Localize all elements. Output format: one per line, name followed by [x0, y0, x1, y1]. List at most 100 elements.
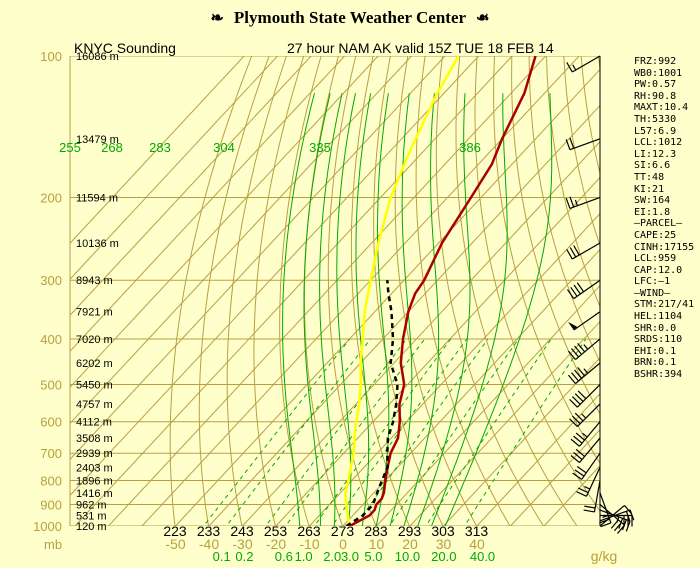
wind-barb-feather [571, 415, 581, 425]
temperature-tick-label: 10 [369, 536, 385, 552]
banner: ❧ Plymouth State Weather Center ❧ [0, 8, 700, 36]
stat-line: RH:90.8 [634, 90, 677, 102]
wind-barb [570, 437, 601, 464]
temperature-tick-label: -50 [165, 536, 185, 552]
mixing-ratio-line [388, 338, 520, 526]
moist-adiabat-line [303, 93, 331, 526]
wind-barb-staff [571, 242, 601, 260]
moist-adiabat-line [336, 93, 356, 526]
wind-barb-staff [578, 437, 601, 463]
height-label: 4757 m [76, 399, 113, 411]
dry-adiabat-line [198, 56, 270, 526]
theta-tick-label: 233 [197, 523, 221, 539]
stat-line: CAPE:25 [634, 229, 677, 241]
wind-barb-feather [577, 343, 586, 353]
mixing-ratio-tick-label: 2.0 [323, 549, 341, 564]
isotherm-line [108, 56, 546, 526]
mixing-ratio-line [463, 338, 587, 526]
pressure-tick-label: 100 [40, 49, 62, 64]
isotherm-line [141, 56, 580, 526]
wind-barb-half-feather [584, 485, 591, 490]
wind-barb-feather [576, 466, 587, 474]
theta-e-label: 268 [101, 140, 123, 155]
mixing-ratio-line [225, 338, 371, 526]
stat-line: TH:5330 [634, 113, 677, 125]
theta-tick-label: 263 [297, 523, 321, 539]
pressure-tick-label: 900 [40, 497, 62, 512]
dry-adiabat-line [415, 56, 511, 526]
moist-adiabat-line [319, 93, 343, 526]
wind-barb-staff [599, 509, 631, 522]
temperature-tick-label: 40 [469, 536, 485, 552]
height-label: 1896 m [76, 475, 113, 487]
height-label: 3508 m [76, 433, 113, 445]
wind-barb-staff [576, 403, 601, 428]
temperature-profile-line [349, 56, 537, 526]
wind-barb-feather [616, 524, 625, 534]
mixing-ratio-line [203, 338, 351, 526]
mixing-ratio-tick-label: 0.2 [235, 549, 253, 564]
stat-line: WB0:1001 [634, 67, 683, 79]
theta-tick-label: 253 [264, 523, 288, 539]
height-label: 10136 m [76, 238, 119, 250]
wind-barb-feather [574, 369, 583, 379]
theta-tick-label: 223 [163, 523, 187, 539]
stat-line: LCL:1012 [634, 137, 683, 149]
wind-barb-feather [583, 509, 595, 513]
wind-barb-half-feather [602, 514, 609, 518]
stat-line: L57:6.9 [634, 125, 677, 137]
stat-line: –PARCEL– [634, 218, 683, 230]
parcel-profile-line [344, 56, 460, 526]
wind-barb [565, 196, 601, 209]
mixing-ratio-line [331, 338, 468, 526]
pressure-tick-label: 700 [40, 446, 62, 461]
wind-barb-staff [576, 384, 601, 408]
wind-barb-feather [569, 137, 575, 149]
theta-tick-label: 283 [364, 523, 388, 539]
wind-barb-half-feather [572, 64, 577, 71]
stat-line: KI:21 [634, 183, 665, 195]
isotherm-line [175, 68, 600, 526]
valid-label: 27 hour NAM AK valid 15Z TUE 18 FEB 14 [287, 40, 554, 56]
stat-line: SRDS:110 [634, 334, 683, 346]
plot-frame [69, 56, 601, 526]
temperature-tick-label: 20 [402, 536, 418, 552]
profile-lines [344, 56, 537, 526]
height-label: 11594 m [76, 192, 118, 204]
stat-line: –WIND– [634, 287, 671, 299]
wind-barb-feather [577, 390, 587, 400]
stat-line: SW:164 [634, 195, 671, 207]
isotherm-line [510, 429, 600, 526]
wind-barb-feather [577, 487, 589, 494]
theta-e-label: 304 [213, 140, 235, 155]
height-label: 1416 m [76, 488, 113, 500]
temperature-tick-label: 30 [436, 536, 452, 552]
mixing-ratio-unit-label: g/kg [591, 548, 617, 564]
wind-barb-half-feather [581, 413, 587, 419]
wind-barb-feather [575, 448, 585, 457]
height-label: 6202 m [76, 358, 113, 370]
stat-line: LFC:–1 [634, 276, 671, 288]
dry-adiabat-line [435, 56, 545, 526]
stat-line: EI:1.8 [634, 206, 671, 218]
mixing-ratio-tick-label: 20.0 [431, 549, 456, 564]
mixing-ratio-line [313, 338, 452, 526]
wind-barb [576, 467, 601, 497]
wind-barb-feather [567, 350, 576, 360]
wind-barb [568, 311, 601, 331]
pressure-tick-label: 200 [40, 190, 62, 205]
height-label: 531 m [76, 511, 107, 523]
theta-tick-label: 273 [331, 523, 355, 539]
mixing-ratio-line [354, 338, 489, 526]
height-label: 7921 m [76, 307, 113, 319]
grid-lines [70, 56, 600, 526]
isotherm-line [70, 56, 479, 497]
wind-barb-feather [571, 396, 581, 405]
theta-tick-label: 293 [398, 523, 422, 539]
wind-barb-staff [593, 480, 601, 513]
dry-adiabat-line [528, 56, 600, 363]
wind-barb-feather [566, 62, 573, 73]
stat-line: CAP:12.0 [634, 264, 683, 276]
mixing-ratio-line [265, 338, 407, 526]
